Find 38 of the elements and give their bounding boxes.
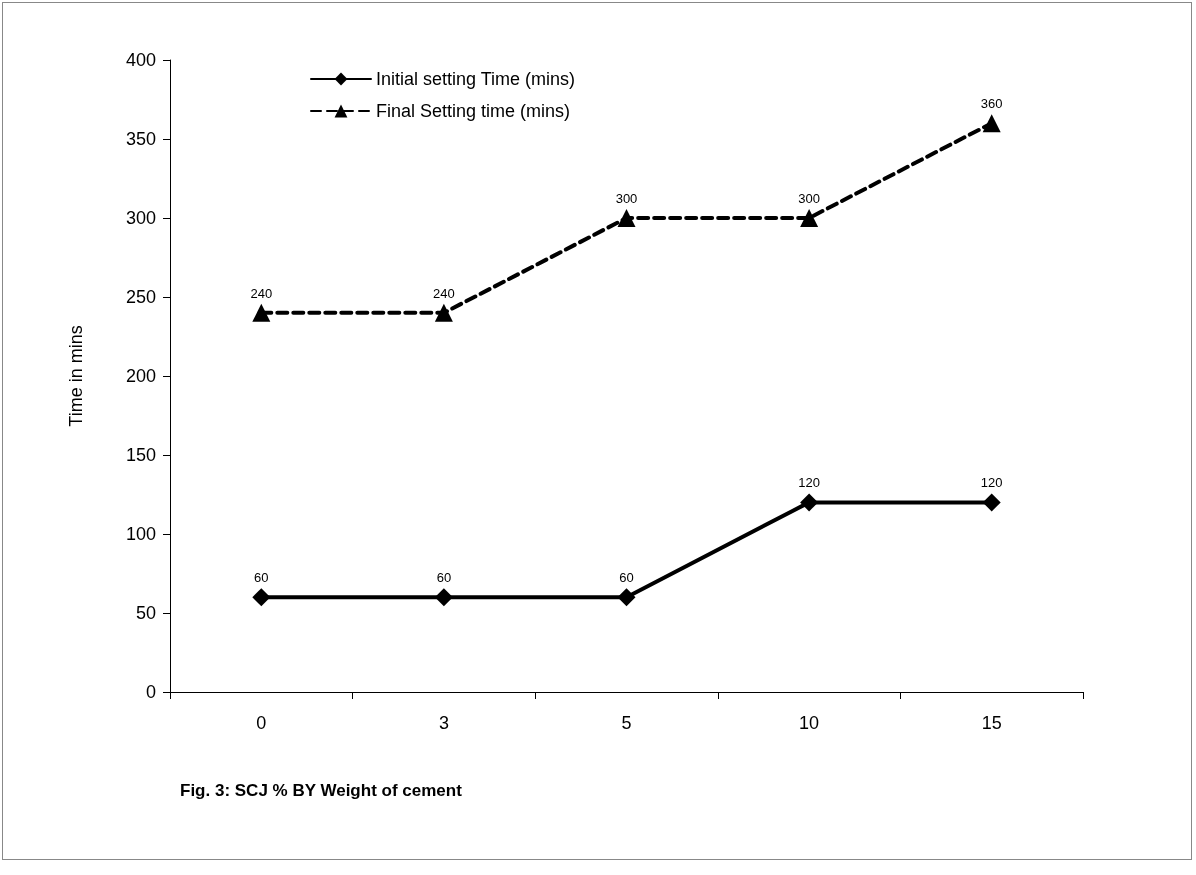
x-tick-label: 15 [981, 713, 1002, 733]
point [982, 114, 1001, 133]
data-label: 300 [798, 191, 820, 206]
data-label: 120 [980, 475, 1003, 491]
data-label: 240 [433, 285, 455, 301]
data-label: 60 [619, 570, 634, 586]
point [252, 588, 271, 607]
point [434, 588, 453, 607]
data-label: 300 [615, 191, 638, 206]
y-tick-label: 0 [145, 682, 156, 702]
y-tick-label: 100 [125, 524, 156, 544]
y-tick-label: 200 [125, 366, 156, 386]
y-tick-label: 300 [125, 208, 156, 228]
y-tick-label: 150 [125, 445, 156, 465]
point [800, 209, 819, 227]
x-tick-label: 5 [621, 713, 632, 733]
point [617, 588, 636, 607]
x-tick-label: 0 [256, 713, 267, 733]
x-tick-label: 3 [438, 713, 449, 733]
point [434, 303, 453, 322]
y-tick-label: 50 [135, 603, 156, 623]
y-tick-label: 400 [125, 50, 156, 70]
point [252, 303, 271, 322]
x-tick-label: 10 [799, 713, 820, 733]
point [800, 493, 819, 512]
data-label: 240 [250, 285, 273, 301]
y-axis-title: Time in mins [66, 325, 86, 427]
y-tick-label: 250 [125, 287, 156, 307]
point [617, 209, 636, 227]
legend-label: Final Setting time (mins) [376, 101, 571, 121]
y-tick-label: 350 [125, 129, 156, 149]
x-axis-title: Fig. 3: SCJ % BY Weight of cement [180, 781, 463, 800]
data-label: 120 [798, 475, 820, 491]
data-label: 360 [980, 96, 1003, 112]
legend-label: Initial setting Time (mins) [376, 69, 576, 89]
point [982, 493, 1001, 512]
data-label: 60 [436, 570, 452, 586]
data-label: 60 [254, 570, 269, 586]
